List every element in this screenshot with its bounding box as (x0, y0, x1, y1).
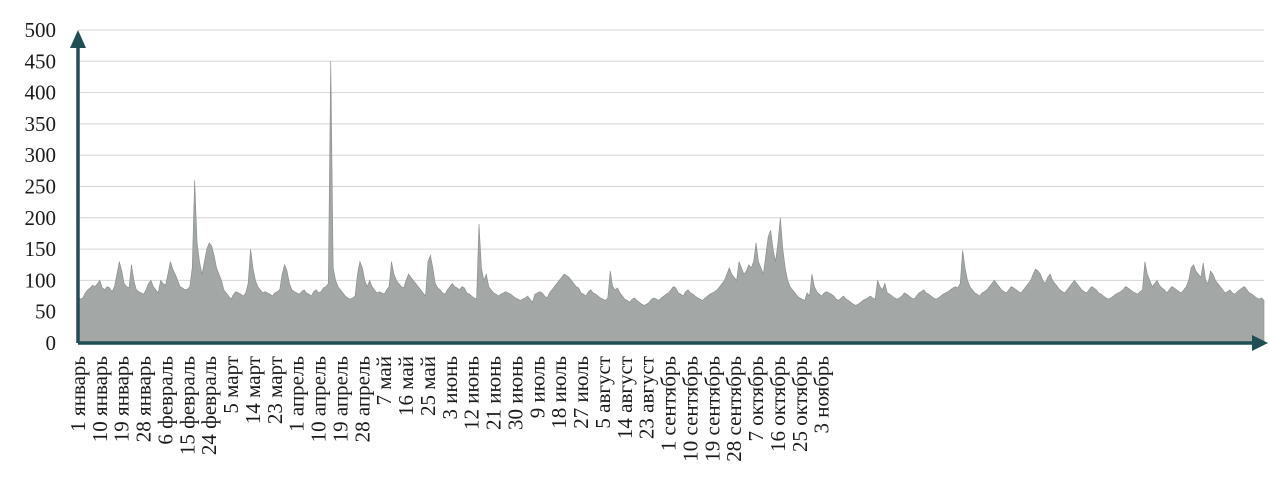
x-tick-label: 10 январь (88, 356, 112, 442)
data-area (77, 61, 1265, 344)
x-tick-label: 15 февраль (175, 356, 199, 455)
gridlines (78, 29, 1264, 313)
x-tick-label: 19 апрель (328, 356, 352, 442)
x-tick-label: 16 май (394, 356, 418, 416)
y-tick-labels: 0 50 100 150 200 250 300 350 400 450 500 (25, 18, 57, 355)
series-area (77, 61, 1265, 344)
x-tick-label: 21 июнь (482, 356, 506, 430)
x-tick-label: 3 июнь (438, 356, 462, 420)
x-tick-label: 16 октябрь (766, 356, 790, 452)
x-tick-label: 1 январь (66, 356, 90, 432)
y-tick-label: 400 (25, 81, 57, 105)
x-tick-label: 28 январь (132, 356, 156, 442)
x-tick-label: 25 октябрь (788, 356, 812, 452)
x-tick-label: 28 апрель (350, 356, 374, 442)
x-tick-label: 30 июнь (503, 356, 527, 430)
x-tick-label: 5 август (591, 356, 615, 429)
x-tick-label: 1 сентябрь (657, 356, 681, 451)
x-tick-label: 12 июнь (460, 356, 484, 430)
y-tick-label: 250 (25, 175, 57, 199)
x-tick-label: 28 сентябрь (722, 356, 746, 462)
x-tick-label: 24 февраль (197, 356, 221, 455)
x-tick-label: 3 ноябрь (810, 356, 834, 434)
x-axis-arrow (1252, 335, 1268, 351)
x-tick-label: 7 май (372, 356, 396, 405)
y-axis-arrow (70, 30, 86, 48)
x-tick-label: 5 март (219, 356, 243, 414)
x-tick-label: 23 март (263, 356, 287, 424)
y-tick-label: 500 (25, 18, 57, 42)
x-tick-label: 1 апрель (285, 356, 309, 432)
x-tick-label: 25 май (416, 356, 440, 416)
x-tick-label: 18 июль (547, 356, 571, 429)
x-tick-label: 9 июль (525, 356, 549, 418)
y-tick-label: 150 (25, 237, 57, 261)
x-tick-label: 14 август (613, 356, 637, 439)
x-tick-label: 10 сентябрь (678, 356, 702, 462)
x-tick-label: 19 январь (110, 356, 134, 442)
x-tick-label: 23 август (635, 356, 659, 439)
x-tick-label: 7 октябрь (744, 356, 768, 442)
axes (70, 30, 1268, 351)
x-tick-label: 27 июль (569, 356, 593, 429)
x-tick-label: 14 март (241, 356, 265, 424)
y-tick-label: 300 (25, 143, 57, 167)
y-tick-label: 450 (25, 49, 57, 73)
y-tick-label: 200 (25, 206, 57, 230)
y-tick-label: 350 (25, 112, 57, 136)
x-tick-label: 6 февраль (153, 356, 177, 445)
x-tick-label: 19 сентябрь (700, 356, 724, 462)
x-tick-label: 10 апрель (307, 356, 331, 442)
y-tick-label: 50 (35, 300, 56, 324)
y-tick-label: 0 (46, 331, 57, 355)
y-tick-label: 100 (25, 268, 57, 292)
